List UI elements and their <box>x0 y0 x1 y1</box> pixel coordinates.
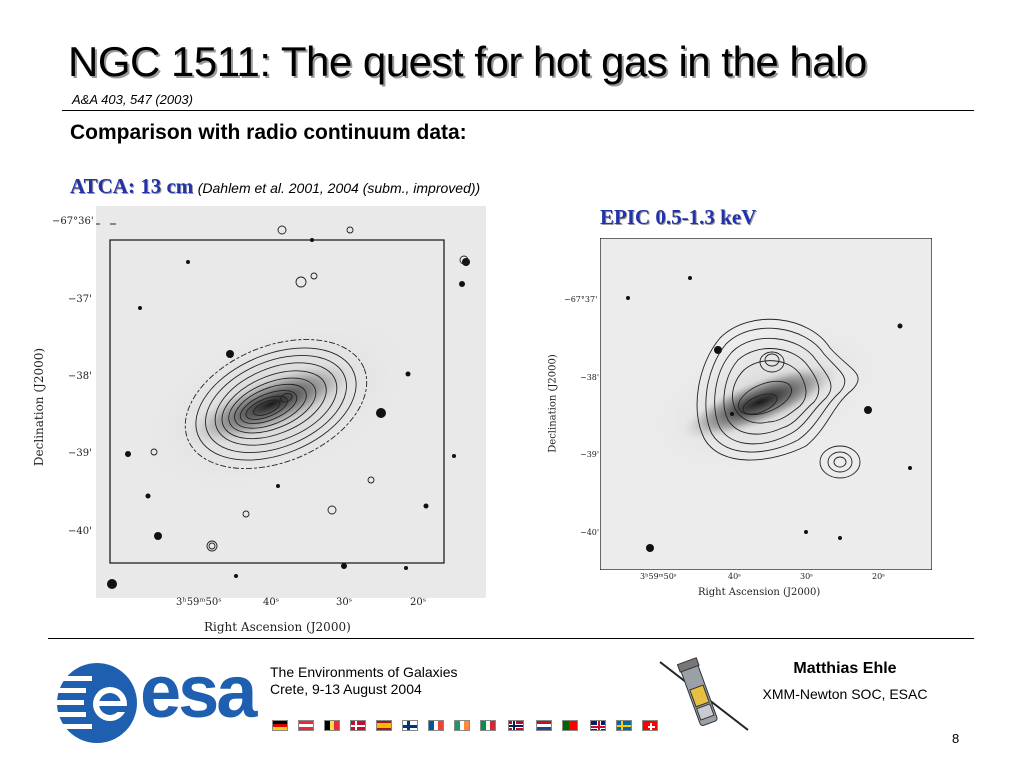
page-number: 8 <box>952 731 960 746</box>
esa-logo-text: esa <box>140 650 257 733</box>
right-x-axis-label: Right Ascension (J2000) <box>698 587 821 598</box>
right-dec-tick-4: −40' <box>580 528 600 537</box>
atca-reference: (Dahlem et al. 2001, 2004 (subm., improv… <box>197 180 481 196</box>
epic-xray-image <box>600 238 932 570</box>
conference-location: Crete, 9-13 August 2004 <box>270 681 422 697</box>
flag-italy-icon <box>480 720 496 731</box>
xmm-satellite-icon <box>659 657 749 731</box>
flag-norway-icon <box>508 720 524 731</box>
flag-ireland-icon <box>454 720 470 731</box>
left-ra-tick-2: 40ˢ <box>263 597 280 608</box>
epic-label: EPIC 0.5-1.3 keV <box>600 205 757 229</box>
left-dec-tick-5: −40' <box>68 526 92 537</box>
left-ra-tick-1: 3ʰ59ᵐ50ˢ <box>176 597 222 608</box>
left-ra-tick-3: 30ˢ <box>336 597 353 608</box>
right-ra-tick-1: 3ʰ59ᵐ50ˢ <box>640 572 677 581</box>
left-y-axis-label: Declination (J2000) <box>32 347 46 467</box>
esa-globe-icon <box>56 663 137 743</box>
left-dec-tick-2: −37' <box>68 294 92 305</box>
left-ra-tick-4: 20ˢ <box>410 597 427 608</box>
flag-netherlands-icon <box>536 720 552 731</box>
author-organization: XMM-Newton SOC, ESAC <box>762 686 928 702</box>
atca-radio-image <box>96 206 486 598</box>
flag-sweden-icon <box>616 720 632 731</box>
atca-label: ATCA: 13 cm <box>70 174 194 198</box>
flag-finland-icon <box>402 720 418 731</box>
flag-france-icon <box>428 720 444 731</box>
conference-info: The Environments of Galaxies Crete, 9-13… <box>270 664 458 698</box>
right-dec-tick-2: −38' <box>580 373 600 382</box>
flag-germany-icon <box>272 720 288 731</box>
flag-portugal-icon <box>562 720 578 731</box>
flag-switzerland-icon <box>642 720 658 731</box>
flag-united-kingdom-icon <box>590 720 606 731</box>
right-ra-tick-4: 20ˢ <box>872 572 885 581</box>
right-y-axis-label: Declination (J2000) <box>547 354 559 453</box>
flag-spain-icon <box>376 720 392 731</box>
left-dec-tick-4: −39' <box>68 448 92 459</box>
flag-belgium-icon <box>324 720 340 731</box>
left-x-axis-label: Right Ascension (J2000) <box>204 620 351 634</box>
footer-divider <box>48 638 974 639</box>
author-name: Matthias Ehle <box>793 660 897 677</box>
right-dec-tick-1: −67°37' <box>564 295 598 304</box>
right-ra-tick-3: 30ˢ <box>800 572 813 581</box>
title-divider <box>62 110 974 111</box>
citation: A&A 403, 547 (2003) <box>72 92 193 107</box>
right-dec-tick-3: −39' <box>580 450 600 459</box>
flag-austria-icon <box>298 720 314 731</box>
slide-title: NGC 1511: The quest for hot gas in the h… <box>68 38 867 85</box>
right-ra-tick-2: 40ˢ <box>728 572 741 581</box>
flag-denmark-icon <box>350 720 366 731</box>
atca-caption: ATCA: 13 cm (Dahlem et al. 2001, 2004 (s… <box>70 174 480 199</box>
section-subtitle: Comparison with radio continuum data: <box>70 121 467 144</box>
left-dec-tick-3: −38' <box>68 371 92 382</box>
conference-name: The Environments of Galaxies <box>270 664 458 680</box>
left-dec-tick-1: −67°36' <box>52 216 94 227</box>
